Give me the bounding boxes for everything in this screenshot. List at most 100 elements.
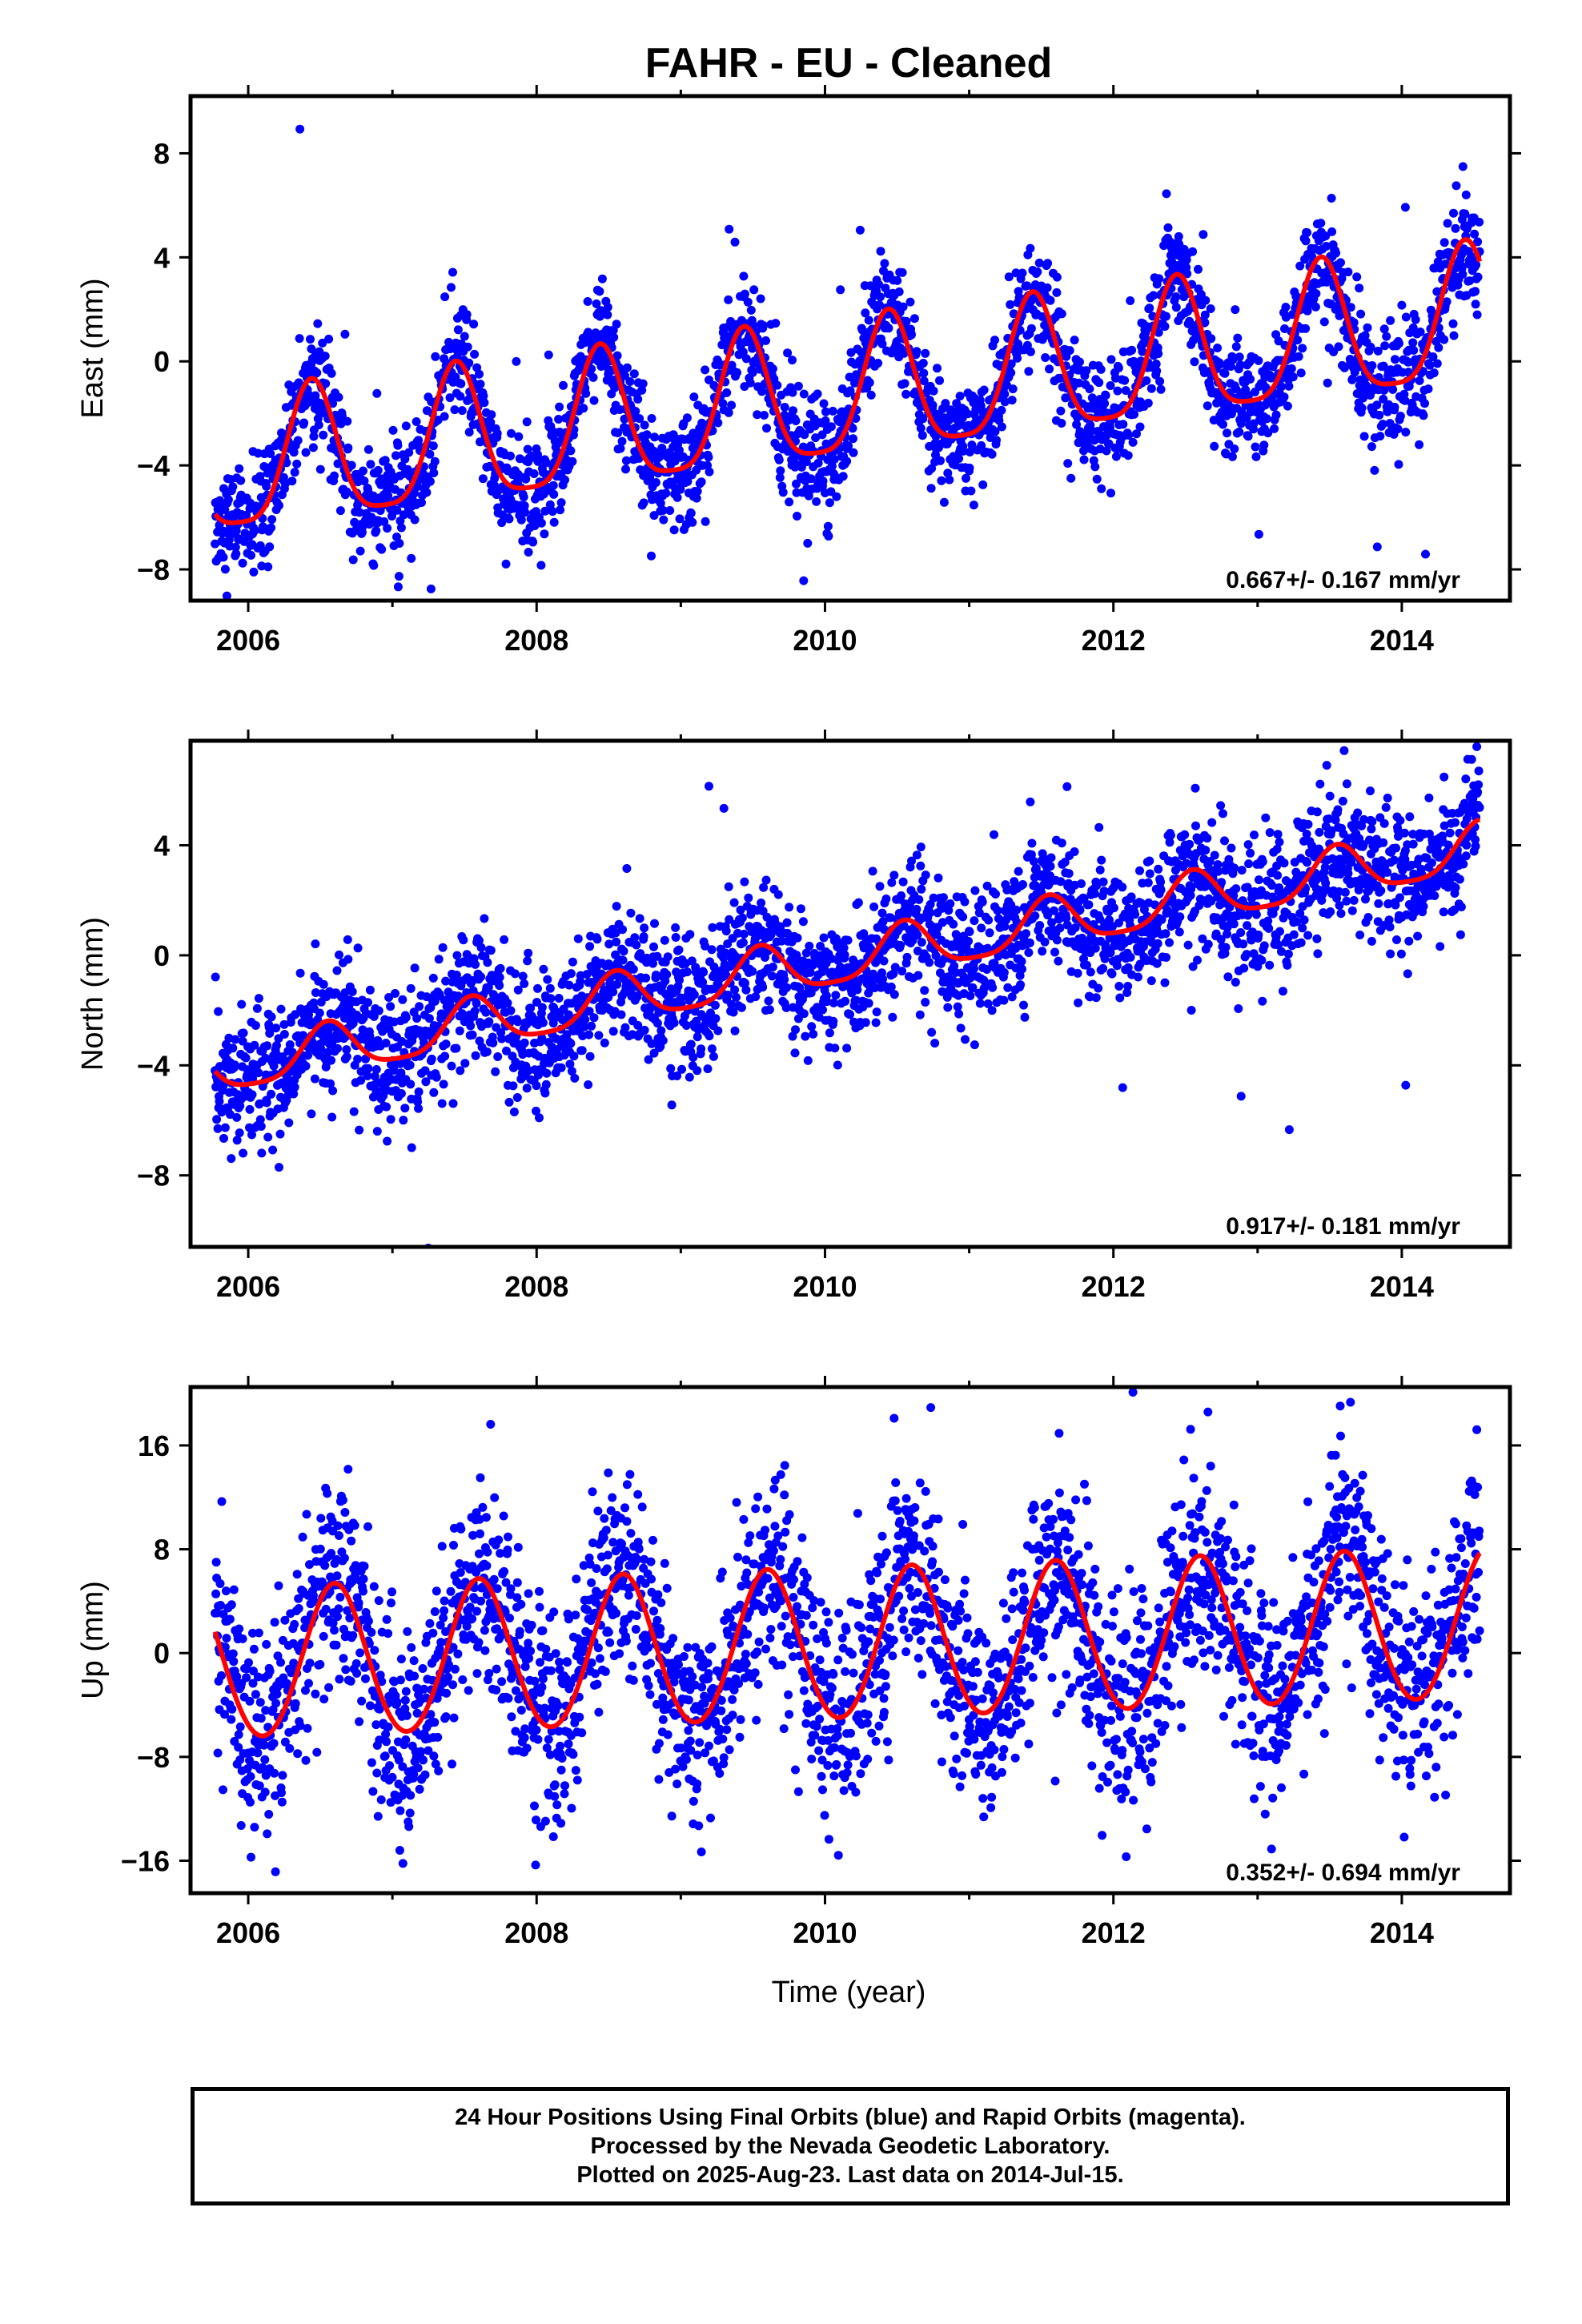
data-point <box>382 1102 391 1112</box>
data-point <box>926 484 936 493</box>
data-point <box>504 1097 514 1107</box>
data-point <box>488 1038 498 1047</box>
data-point <box>333 1043 342 1053</box>
data-point <box>616 444 625 453</box>
data-point <box>514 473 524 483</box>
data-point <box>647 414 656 423</box>
data-point <box>663 952 673 962</box>
data-point <box>1235 360 1245 370</box>
data-point <box>1145 856 1154 866</box>
data-point <box>1024 367 1034 376</box>
data-point <box>845 1010 854 1019</box>
data-point <box>1062 782 1072 791</box>
data-point <box>707 1044 717 1054</box>
data-point <box>308 1040 318 1050</box>
data-point <box>1072 420 1082 429</box>
data-point <box>827 461 837 471</box>
data-point <box>219 1134 228 1143</box>
data-point <box>917 938 926 947</box>
data-point <box>407 553 416 563</box>
data-point <box>541 1080 551 1089</box>
data-point <box>1296 368 1306 378</box>
data-point <box>519 493 528 502</box>
data-point <box>365 985 375 995</box>
data-point <box>1015 325 1025 335</box>
data-point <box>456 379 466 388</box>
data-point <box>399 1116 408 1125</box>
data-point <box>363 444 373 454</box>
data-point <box>554 415 564 424</box>
data-point <box>1415 328 1425 336</box>
data-point <box>282 458 291 468</box>
data-point <box>674 945 684 955</box>
data-point <box>1152 366 1162 376</box>
data-point <box>1000 389 1010 399</box>
data-point <box>1022 929 1030 939</box>
data-point <box>1106 489 1115 498</box>
data-point <box>591 328 600 338</box>
data-point <box>556 505 565 515</box>
data-point <box>897 891 906 900</box>
data-point <box>603 310 612 320</box>
data-point <box>740 877 749 887</box>
data-point <box>245 1104 255 1114</box>
data-point <box>693 487 702 496</box>
data-point <box>618 955 628 965</box>
data-point <box>877 340 887 348</box>
data-point <box>727 400 737 410</box>
data-point <box>828 406 837 416</box>
data-point <box>1458 270 1468 279</box>
data-point <box>1096 364 1106 374</box>
data-point <box>1434 343 1443 352</box>
data-point <box>1397 300 1407 310</box>
data-point <box>1082 366 1091 376</box>
data-point <box>1356 309 1366 319</box>
data-point <box>459 935 468 945</box>
data-point <box>1090 943 1100 953</box>
data-point <box>625 377 635 386</box>
data-point <box>762 424 771 433</box>
data-point <box>640 923 649 933</box>
data-point <box>395 539 404 548</box>
data-point <box>977 923 986 933</box>
data-point <box>620 371 629 380</box>
data-point <box>276 1004 286 1014</box>
data-point <box>1055 373 1065 383</box>
data-point <box>997 405 1006 415</box>
data-point <box>1279 392 1289 402</box>
data-point <box>675 445 684 455</box>
data-point <box>943 468 953 478</box>
data-point <box>453 325 463 335</box>
data-point <box>383 524 392 533</box>
data-point <box>1277 382 1286 392</box>
data-point <box>730 985 740 995</box>
data-point <box>1156 384 1166 394</box>
data-point <box>730 1026 740 1035</box>
data-point <box>669 1018 679 1027</box>
data-point <box>876 247 885 256</box>
data-point <box>1429 368 1439 378</box>
data-point <box>819 399 829 408</box>
data-point <box>466 1021 476 1031</box>
data-point <box>328 1086 338 1096</box>
data-point <box>1006 300 1015 309</box>
data-point <box>761 875 771 885</box>
data-point <box>1014 866 1023 876</box>
data-point <box>628 964 638 974</box>
data-point <box>1408 338 1418 348</box>
data-point <box>1378 420 1387 429</box>
data-point <box>791 416 801 425</box>
data-point <box>530 521 540 530</box>
data-point <box>432 1072 441 1082</box>
data-point <box>949 919 958 929</box>
x-tick-label: 2006 <box>216 624 280 657</box>
data-point <box>1425 360 1435 370</box>
data-point <box>556 1063 566 1072</box>
data-point <box>439 1080 448 1089</box>
data-point <box>468 1030 477 1039</box>
data-point <box>1472 260 1481 270</box>
data-point <box>268 1145 278 1155</box>
data-point <box>1042 283 1052 292</box>
data-point <box>741 354 751 364</box>
